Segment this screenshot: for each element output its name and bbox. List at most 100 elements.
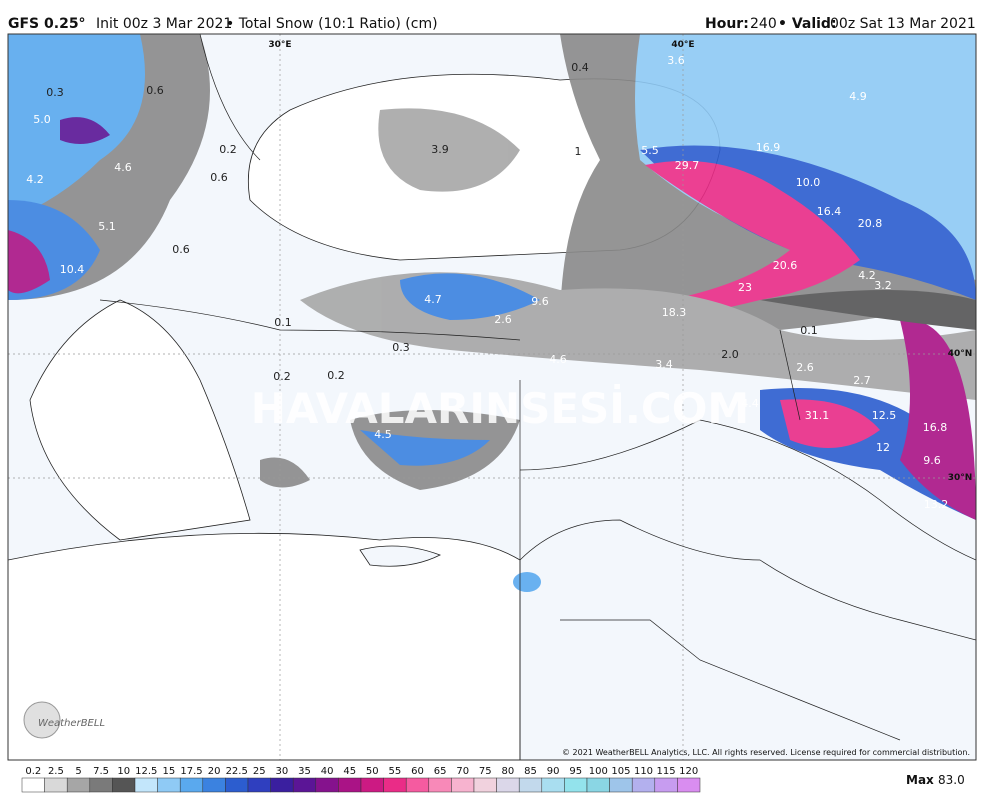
color-swatch <box>292 777 317 793</box>
snow-amount: 2.6 <box>494 313 512 326</box>
snow-amount: 10.0 <box>796 176 821 189</box>
snow-amount: 13.2 <box>924 498 949 511</box>
snow-amount: 16.4 <box>817 205 842 218</box>
snow-amount: 4.6 <box>549 353 567 366</box>
snow-amount: 3.6 <box>667 54 685 67</box>
borders <box>8 34 976 760</box>
snow-amount: 1 <box>575 145 582 158</box>
color-label: 60 <box>411 766 424 777</box>
color-swatch <box>202 777 226 793</box>
snow-amount: 0.1 <box>800 324 818 337</box>
color-label: 80 <box>502 766 515 777</box>
snow-amount: 3.2 <box>874 279 892 292</box>
color-swatch <box>451 777 475 793</box>
snow-amount: 4.7 <box>424 293 442 306</box>
color-label: 40 <box>321 766 334 777</box>
color-label: 55 <box>389 766 402 777</box>
color-label: 115 <box>657 766 676 777</box>
max-value: 83.0 <box>938 773 965 787</box>
grid-label: 40°E <box>671 40 694 50</box>
snow-amount: 4.6 <box>114 161 132 174</box>
color-swatch <box>66 777 91 793</box>
snow-amount: 5.5 <box>641 144 659 157</box>
snow-amount: 4.9 <box>849 90 867 103</box>
logo-mark <box>23 701 61 739</box>
color-label: 12.5 <box>135 766 157 777</box>
snow-amount: 0.3 <box>392 341 410 354</box>
color-label: 85 <box>524 766 537 777</box>
snow-amount: 16.9 <box>756 141 781 154</box>
snow-amount: 0.1 <box>274 316 292 329</box>
color-label: 50 <box>366 766 379 777</box>
snow-amount: 3.4 <box>655 358 673 371</box>
color-swatch <box>338 777 362 793</box>
color-label: 25 <box>253 766 266 777</box>
color-label: 22.5 <box>226 766 248 777</box>
color-label: 2.5 <box>48 766 64 777</box>
color-swatch <box>631 777 656 793</box>
color-label: 10 <box>117 766 130 777</box>
color-label: 75 <box>479 766 492 777</box>
color-swatch <box>586 777 610 793</box>
color-label: 110 <box>634 766 653 777</box>
grid-label: 30°N <box>948 473 973 483</box>
color-swatch <box>383 777 407 793</box>
snow-amount: 9.6 <box>923 454 941 467</box>
color-label: 90 <box>547 766 560 777</box>
snow-amount: 0.2 <box>219 143 237 156</box>
color-label: 70 <box>456 766 469 777</box>
snow-amount: 9.6 <box>531 295 549 308</box>
copyright: © 2021 WeatherBELL Analytics, LLC. All r… <box>562 748 970 757</box>
model: GFS 0.25° <box>8 16 86 32</box>
color-swatch <box>496 777 520 793</box>
color-swatch <box>677 777 701 793</box>
color-swatch <box>564 777 588 793</box>
snow-amount: 2.6 <box>796 361 814 374</box>
mediterranean <box>8 532 521 760</box>
color-label: 0.2 <box>25 766 41 777</box>
color-swatch <box>541 777 565 793</box>
valid: 00z Sat 13 Mar 2021 <box>830 16 976 32</box>
snow-amount: 31.1 <box>805 409 830 422</box>
snow-amount: 20.6 <box>773 259 798 272</box>
color-label: 95 <box>569 766 582 777</box>
snow-amount: 2.0 <box>721 348 739 361</box>
snow-amount: 4.2 <box>858 269 876 282</box>
snow-amount: 5.1 <box>98 220 116 233</box>
color-label: 5 <box>75 766 81 777</box>
map: 0.3 0.6 5.0 4.6 4.2 0.2 0.6 5.1 0.6 10.4 0.4 3.6 4.9… <box>8 34 976 760</box>
color-swatch <box>112 777 136 793</box>
snow-amount: 5.0 <box>33 113 51 126</box>
color-label: 15 <box>163 766 176 777</box>
color-swatch <box>270 777 294 793</box>
color-swatch <box>89 777 113 793</box>
grid-label: 30°E <box>268 40 291 50</box>
snow-amount: 0.2 <box>273 370 291 383</box>
cyprus <box>359 545 442 567</box>
snow-amount: 4.5 <box>374 428 392 441</box>
aegean <box>29 299 251 541</box>
color-swatch <box>360 777 384 793</box>
snow-amount: 2.7 <box>853 374 871 387</box>
color-swatch <box>428 777 452 793</box>
snow-amount: 16.8 <box>923 421 948 434</box>
colorbar: 0.2 2.5 5 7.5 10 12.5 15 17.5 20 22.5 25 30 35 40 45 50… <box>21 766 701 793</box>
hour: 240 <box>750 16 777 32</box>
color-swatch <box>247 777 271 793</box>
color-swatch <box>518 777 543 793</box>
valid-label: • Valid: <box>778 16 837 32</box>
color-label: 30 <box>276 766 289 777</box>
snow-amount: 20.8 <box>858 217 883 230</box>
color-label: 7.5 <box>93 766 109 777</box>
snow-amount: 0.6 <box>146 84 164 97</box>
snow-amount: 29.7 <box>675 159 700 172</box>
snow-amount: 4.4 <box>741 397 759 410</box>
grid-label: 40°N <box>948 349 973 359</box>
watermark: HAVALARINSESİ.COM <box>251 383 749 433</box>
snow-amount: 4.2 <box>26 173 44 186</box>
color-swatch <box>225 777 249 793</box>
color-swatch <box>134 777 158 793</box>
snow-amount: 18.3 <box>662 306 687 319</box>
